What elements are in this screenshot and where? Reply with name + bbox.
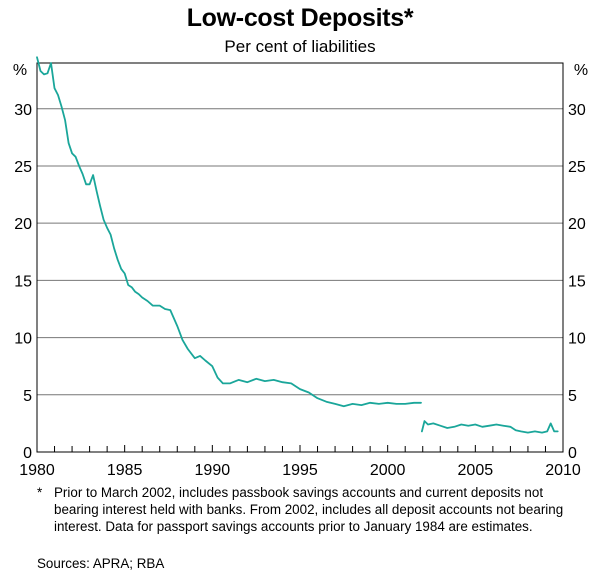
x-axis-ticks xyxy=(36,445,564,452)
y-left-tick-label-30: 30 xyxy=(14,102,32,119)
y-right-tick-label-0: 0 xyxy=(568,445,577,462)
data-lines xyxy=(36,56,559,434)
x-tick-label-1980: 1980 xyxy=(19,462,55,479)
y-axis-left-unit: % xyxy=(13,62,27,79)
y-axis-left-labels: 0 5 10 15 20 25 30 xyxy=(14,102,32,462)
y-left-tick-label-25: 25 xyxy=(14,159,32,176)
y-left-tick-label-0: 0 xyxy=(23,445,32,462)
chart-title: Low-cost Deposits* xyxy=(186,4,414,32)
gridlines xyxy=(37,108,563,396)
x-tick-label-1985: 1985 xyxy=(107,462,143,479)
y-axis-right-labels: 0 5 10 15 20 25 30 xyxy=(568,102,586,462)
y-right-tick-label-20: 20 xyxy=(568,216,586,233)
y-left-tick-label-5: 5 xyxy=(23,388,32,405)
series-line-2 xyxy=(421,420,559,434)
x-tick-label-2000: 2000 xyxy=(370,462,406,479)
footnote: * Prior to March 2002, includes passbook… xyxy=(37,484,567,535)
x-axis-labels: 1980 1985 1990 1995 2000 2005 2010 xyxy=(19,462,581,479)
footnote-text: Prior to March 2002, includes passbook s… xyxy=(54,485,564,534)
y-axis-right-unit: % xyxy=(574,62,588,79)
y-right-tick-label-10: 10 xyxy=(568,331,586,348)
series-line-1 xyxy=(36,56,422,408)
x-tick-label-1990: 1990 xyxy=(195,462,231,479)
footnote-marker: * xyxy=(37,485,43,500)
x-tick-label-2005: 2005 xyxy=(458,462,494,479)
y-left-tick-label-10: 10 xyxy=(14,331,32,348)
plot-frame xyxy=(36,62,564,453)
x-tick-label-1995: 1995 xyxy=(282,462,318,479)
y-right-tick-label-5: 5 xyxy=(568,388,577,405)
y-left-tick-label-15: 15 xyxy=(14,273,32,290)
chart-subtitle: Per cent of liabilities xyxy=(224,37,376,56)
y-right-tick-label-30: 30 xyxy=(568,102,586,119)
x-tick-label-2010: 2010 xyxy=(545,462,581,479)
y-left-tick-label-20: 20 xyxy=(14,216,32,233)
y-right-tick-label-25: 25 xyxy=(568,159,586,176)
y-right-tick-label-15: 15 xyxy=(568,273,586,290)
sources: Sources: APRA; RBA xyxy=(37,556,165,571)
